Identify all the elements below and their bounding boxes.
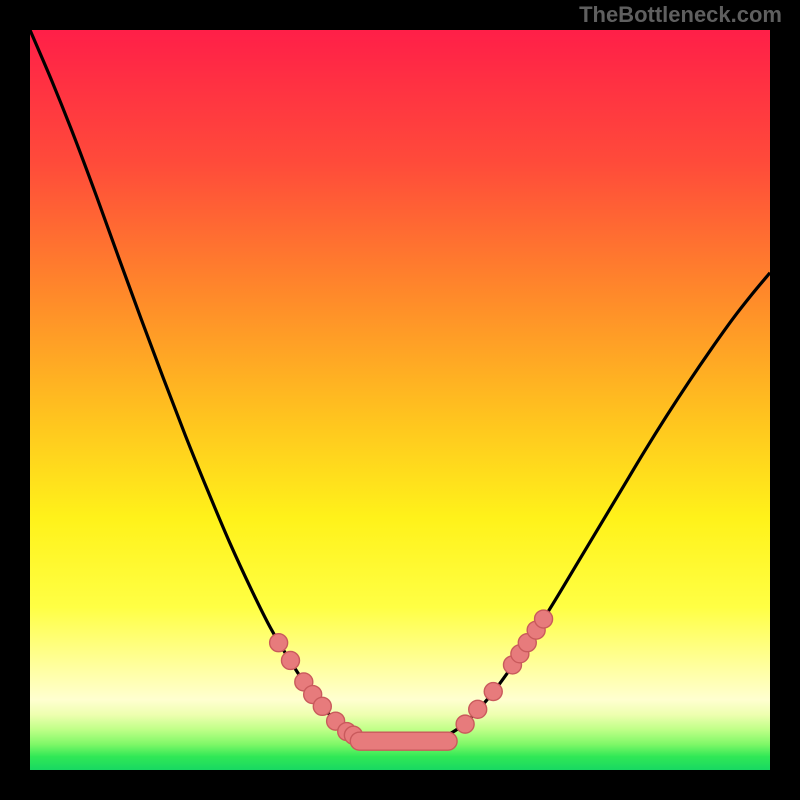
border: [770, 0, 800, 800]
border: [0, 770, 800, 800]
data-dot: [281, 651, 299, 669]
bottleneck-chart: [0, 0, 800, 800]
data-dot: [456, 715, 474, 733]
data-dot: [535, 610, 553, 628]
data-dot: [484, 683, 502, 701]
border: [0, 0, 30, 800]
plot-background: [30, 30, 770, 770]
data-dot: [313, 697, 331, 715]
data-dot: [270, 634, 288, 652]
watermark-text: TheBottleneck.com: [579, 2, 782, 28]
bottom-bar: [350, 732, 457, 750]
data-dot: [469, 700, 487, 718]
